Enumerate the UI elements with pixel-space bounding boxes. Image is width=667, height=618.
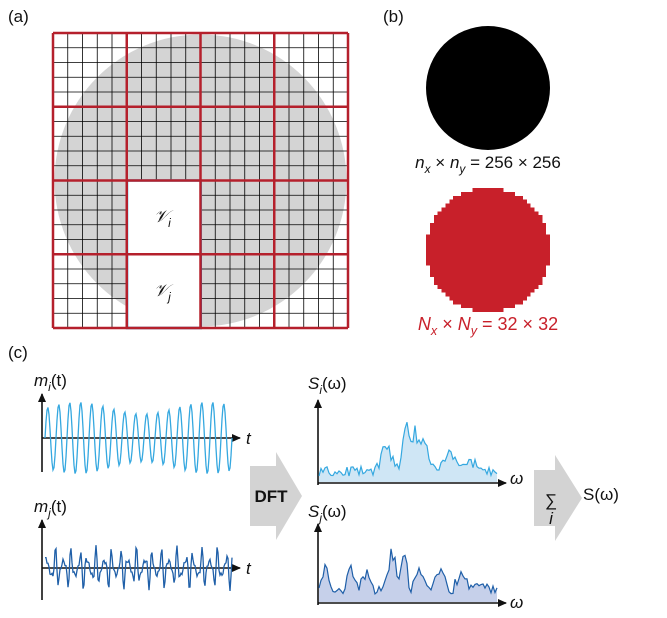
signal-mj xyxy=(45,545,233,591)
coarse-resolution: Nx × Ny = 32 × 32 xyxy=(418,314,558,338)
coarse-grid xyxy=(51,31,350,330)
sum-index: i xyxy=(549,509,554,528)
sum-arrow xyxy=(534,455,582,541)
label-part: i xyxy=(168,216,171,230)
label-part: (t) xyxy=(51,497,67,516)
label-part: S xyxy=(308,502,320,521)
axis-label: ω xyxy=(510,469,523,488)
label-part: S xyxy=(308,374,320,393)
label-part: i xyxy=(48,380,51,394)
label-part: x xyxy=(430,324,438,338)
label-part: S(ω) xyxy=(583,485,619,504)
label-part: m xyxy=(34,371,48,390)
label-part: = 256 × 256 xyxy=(465,153,560,172)
dft-label: DFT xyxy=(254,487,288,506)
fine-disk xyxy=(426,26,550,150)
panel-label: (a) xyxy=(8,7,29,26)
spectrum-si-fill xyxy=(319,422,497,482)
label-part: n xyxy=(450,153,459,172)
label-part: N xyxy=(418,314,432,334)
panel-label: (c) xyxy=(8,343,28,362)
label-part: N xyxy=(458,314,472,334)
signal-mi xyxy=(44,402,233,474)
label-part: × xyxy=(431,153,450,172)
label-part: y xyxy=(470,324,478,338)
dft-arrow xyxy=(250,452,302,540)
label-part: m xyxy=(34,497,48,516)
axis-label: t xyxy=(246,559,252,578)
label-part: × xyxy=(437,314,458,334)
label-part: = 32 × 32 xyxy=(477,314,558,334)
signal-label: mi(t) xyxy=(34,371,67,394)
signal-label: mj(t) xyxy=(34,497,67,520)
sum-result: S(ω) xyxy=(583,485,619,504)
signals xyxy=(44,402,498,602)
label-part: i xyxy=(319,383,322,397)
axis-label: t xyxy=(246,429,252,448)
disk-pixels xyxy=(426,188,551,313)
sum-symbol: ∑ xyxy=(545,491,557,510)
label-part: (ω) xyxy=(322,374,347,393)
cell-vj xyxy=(125,253,202,330)
label-part: (t) xyxy=(51,371,67,390)
spectrum-sj-fill xyxy=(319,548,497,602)
label-part: y xyxy=(458,162,466,176)
label-part: x xyxy=(424,162,432,176)
panel-label: (b) xyxy=(383,7,404,26)
spectrum-label: Sj(ω) xyxy=(308,502,347,525)
label-part: (ω) xyxy=(322,502,347,521)
fine-resolution: nx × ny = 256 × 256 xyxy=(415,153,561,176)
spectrum-sj-line xyxy=(318,548,498,595)
coarse-disk xyxy=(426,188,551,313)
label-part: j xyxy=(166,290,171,304)
spectrum-si-line xyxy=(318,422,498,478)
label-part: j xyxy=(46,506,51,520)
panel-a xyxy=(51,31,350,330)
label-part: j xyxy=(317,511,322,525)
label-part: n xyxy=(415,153,424,172)
axis-label: ω xyxy=(510,593,523,612)
spectrum-label: Si(ω) xyxy=(308,374,347,397)
